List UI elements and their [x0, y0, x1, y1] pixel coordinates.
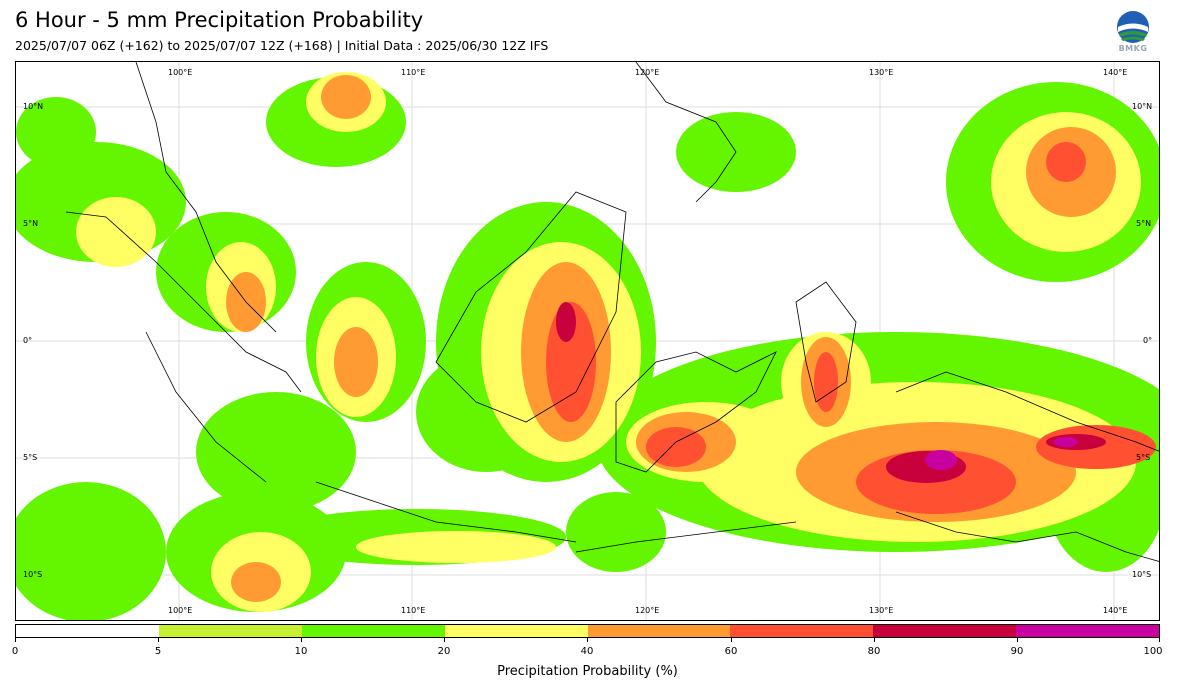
- lon-label-top-140: 140°E: [1103, 68, 1128, 77]
- colorbar-tick-label: 90: [1010, 646, 1024, 657]
- globe-icon: [1117, 11, 1149, 43]
- map-subtitle: 2025/07/07 06Z (+162) to 2025/07/07 12Z …: [15, 38, 549, 53]
- lat-label-right-5s: 5°S: [1136, 453, 1151, 462]
- lon-label-bottom-110: 110°E: [401, 606, 426, 615]
- lon-label-bottom-130: 130°E: [869, 606, 894, 615]
- colorbar-seg-90-100: [1016, 625, 1159, 637]
- lat-label-left-10n: 10°N: [23, 102, 44, 111]
- colorbar-seg-10-20: [301, 625, 445, 637]
- colorbar-tick-label: 60: [724, 646, 738, 657]
- lat-label-left-0: 0°: [23, 336, 33, 345]
- coastlines: [65, 62, 1159, 562]
- lon-label-top-110: 110°E: [401, 68, 426, 77]
- colorbar-tick-label: 20: [437, 646, 451, 657]
- colorbar: [15, 624, 1160, 638]
- precip-90-100: [925, 437, 1078, 470]
- colorbar-label: Precipitation Probability (%): [497, 664, 678, 679]
- colorbar-seg-20-40: [444, 625, 588, 637]
- lat-label-right-0: 0°: [1143, 336, 1153, 345]
- logo-text: BMKG: [1118, 44, 1148, 53]
- lon-label-bottom-120: 120°E: [635, 606, 660, 615]
- lon-label-bottom-100: 100°E: [168, 606, 193, 615]
- colorbar-tick-label: 10: [294, 646, 308, 657]
- colorbar-seg-60-80: [730, 625, 874, 637]
- lat-label-left-5s: 5°S: [23, 453, 38, 462]
- lon-label-bottom-140: 140°E: [1103, 606, 1128, 615]
- colorbar-seg-5-10: [158, 625, 302, 637]
- lat-label-left-10s: 10°S: [23, 570, 43, 579]
- lat-label-right-10n: 10°N: [1132, 102, 1153, 111]
- bmkg-logo: BMKG: [1112, 10, 1154, 56]
- lat-label-right-5n: 5°N: [1136, 219, 1152, 228]
- colorbar-tick-label: 40: [580, 646, 594, 657]
- precipitation-map: 100°E 110°E 120°E 130°E 140°E 100°E 110°…: [15, 61, 1160, 621]
- map-title: 6 Hour - 5 mm Precipitation Probability: [15, 8, 424, 32]
- lon-label-top-120: 120°E: [635, 68, 660, 77]
- colorbar-tick-label: 80: [867, 646, 881, 657]
- map-canvas: [16, 62, 1159, 620]
- lat-label-left-5n: 5°N: [23, 219, 39, 228]
- colorbar-tick-label: 5: [154, 646, 162, 657]
- lat-label-right-10s: 10°S: [1132, 570, 1152, 579]
- colorbar-seg-40-60: [587, 625, 731, 637]
- colorbar-tick-label: 0: [11, 646, 19, 657]
- lon-label-top-100: 100°E: [168, 68, 193, 77]
- colorbar-seg-0-5: [16, 625, 159, 637]
- colorbar-ticks: 0 5 10 20 40 60 80 90 100: [11, 638, 1163, 662]
- colorbar-tick-label: 100: [1143, 646, 1163, 657]
- colorbar-seg-80-90: [873, 625, 1017, 637]
- lon-label-top-130: 130°E: [869, 68, 894, 77]
